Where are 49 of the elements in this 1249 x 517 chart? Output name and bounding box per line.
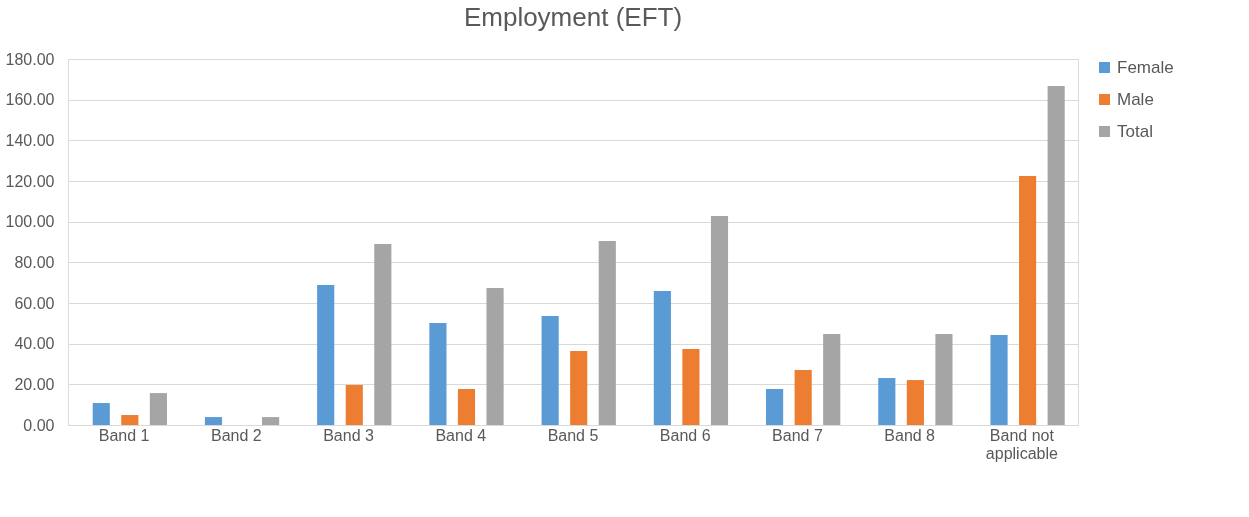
y-tick-label: 140.00 <box>5 131 55 149</box>
bar <box>149 393 167 425</box>
chart-title: Employment (EFT) <box>463 2 683 32</box>
x-tick-label: Band 1 <box>98 426 150 444</box>
bar <box>317 284 335 425</box>
y-tick-label: 120.00 <box>5 172 55 190</box>
bar <box>262 417 280 425</box>
y-tick-label: 160.00 <box>5 91 55 109</box>
x-tick-label: Band 5 <box>547 426 599 444</box>
bar <box>598 240 616 425</box>
bar <box>121 415 139 425</box>
y-tick-label: 0.00 <box>23 416 55 434</box>
bar <box>541 316 559 425</box>
bar <box>878 378 896 425</box>
y-tick-label: 180.00 <box>5 50 55 68</box>
bar <box>1047 86 1065 425</box>
bar <box>570 350 588 425</box>
bar <box>486 287 504 425</box>
bar <box>766 389 784 425</box>
bar <box>682 348 700 425</box>
y-tick-label: 20.00 <box>14 375 55 393</box>
bar <box>429 322 447 425</box>
x-tick-label: Band 2 <box>210 426 262 444</box>
bar <box>710 215 729 425</box>
y-tick-label: 80.00 <box>14 253 55 271</box>
x-tick-label: Band not applicable <box>985 426 1059 462</box>
bar <box>990 334 1008 425</box>
x-tick-label: Band 6 <box>659 426 711 444</box>
legend-label: Male <box>1117 89 1154 109</box>
x-tick-label: Band 7 <box>772 426 823 444</box>
y-tick-label: 60.00 <box>14 294 55 312</box>
bar <box>457 389 476 425</box>
y-tick-label: 40.00 <box>14 335 55 353</box>
y-tick-label: 100.00 <box>5 213 55 231</box>
bar <box>1019 175 1037 425</box>
bar <box>345 384 363 425</box>
legend-label: Female <box>1117 57 1174 77</box>
bar <box>204 417 223 425</box>
legend-label: Total <box>1117 121 1153 141</box>
bar <box>653 291 671 425</box>
x-tick-label: Band 4 <box>435 426 487 444</box>
x-tick-label: Band 8 <box>884 426 936 444</box>
bar <box>374 244 392 425</box>
bar <box>92 403 110 425</box>
bar <box>906 380 924 425</box>
x-tick-label: Band 3 <box>323 426 375 444</box>
bar <box>794 370 812 425</box>
bar <box>823 333 841 425</box>
bar <box>935 333 953 425</box>
